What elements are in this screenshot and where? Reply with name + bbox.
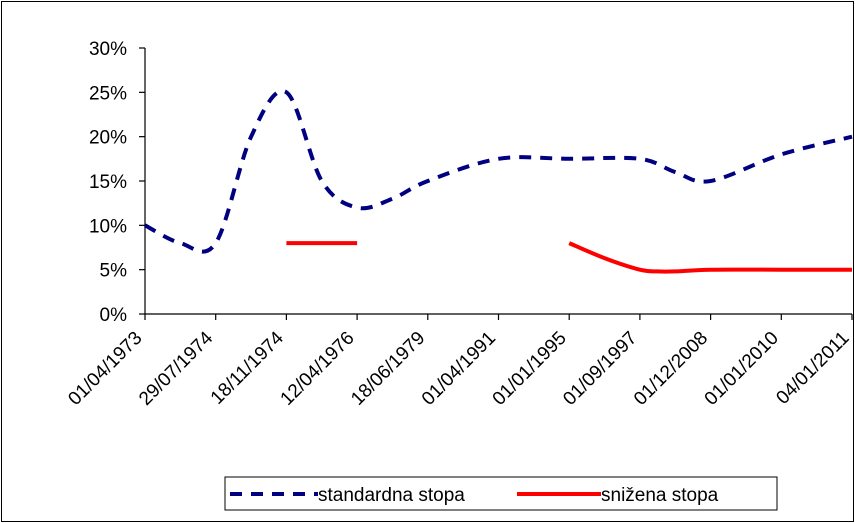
- x-ticks: 01/04/197329/07/197418/11/197412/04/1976…: [64, 314, 854, 410]
- x-tick-label: 01/01/1995: [489, 328, 571, 410]
- x-tick-label: 01/09/1997: [559, 328, 641, 410]
- legend: standardna stopa snižena stopa: [224, 476, 778, 511]
- x-tick-label: 01/04/1973: [64, 328, 146, 410]
- legend-label-snizena-stopa: snižena stopa: [601, 485, 719, 506]
- legend-label-standardna-stopa: standardna stopa: [318, 485, 465, 506]
- y-tick-label: 15%: [89, 172, 127, 193]
- series-layer: [144, 89, 853, 274]
- x-tick-label: 01/04/1991: [418, 328, 500, 410]
- y-tick-label: 25%: [89, 83, 127, 104]
- series-line-snizena-stopa: [568, 241, 852, 274]
- x-tick-label: 29/07/1974: [135, 327, 217, 409]
- y-tick-label: 10%: [89, 216, 127, 237]
- y-tick-label: 5%: [100, 261, 128, 282]
- x-tick-label: 18/11/1974: [207, 327, 288, 408]
- x-tick-label: 01/12/2008: [630, 328, 712, 410]
- x-tick-label: 18/06/1979: [347, 328, 429, 410]
- y-ticks: 0% 5% 10% 15% 20% 25% 30%: [89, 39, 145, 326]
- axes: 0% 5% 10% 15% 20% 25% 30% 01/04/197329/07/1974…: [64, 39, 853, 410]
- x-tick-label: 12/04/1976: [277, 328, 359, 410]
- y-tick-label: 20%: [89, 128, 127, 149]
- x-tick-label: 04/01/2011: [772, 328, 853, 409]
- y-tick-label: 0%: [100, 305, 128, 326]
- y-tick-label: 30%: [89, 39, 127, 60]
- series-line-standardna-stopa: [144, 89, 853, 254]
- x-tick-label: 01/01/2010: [701, 328, 783, 410]
